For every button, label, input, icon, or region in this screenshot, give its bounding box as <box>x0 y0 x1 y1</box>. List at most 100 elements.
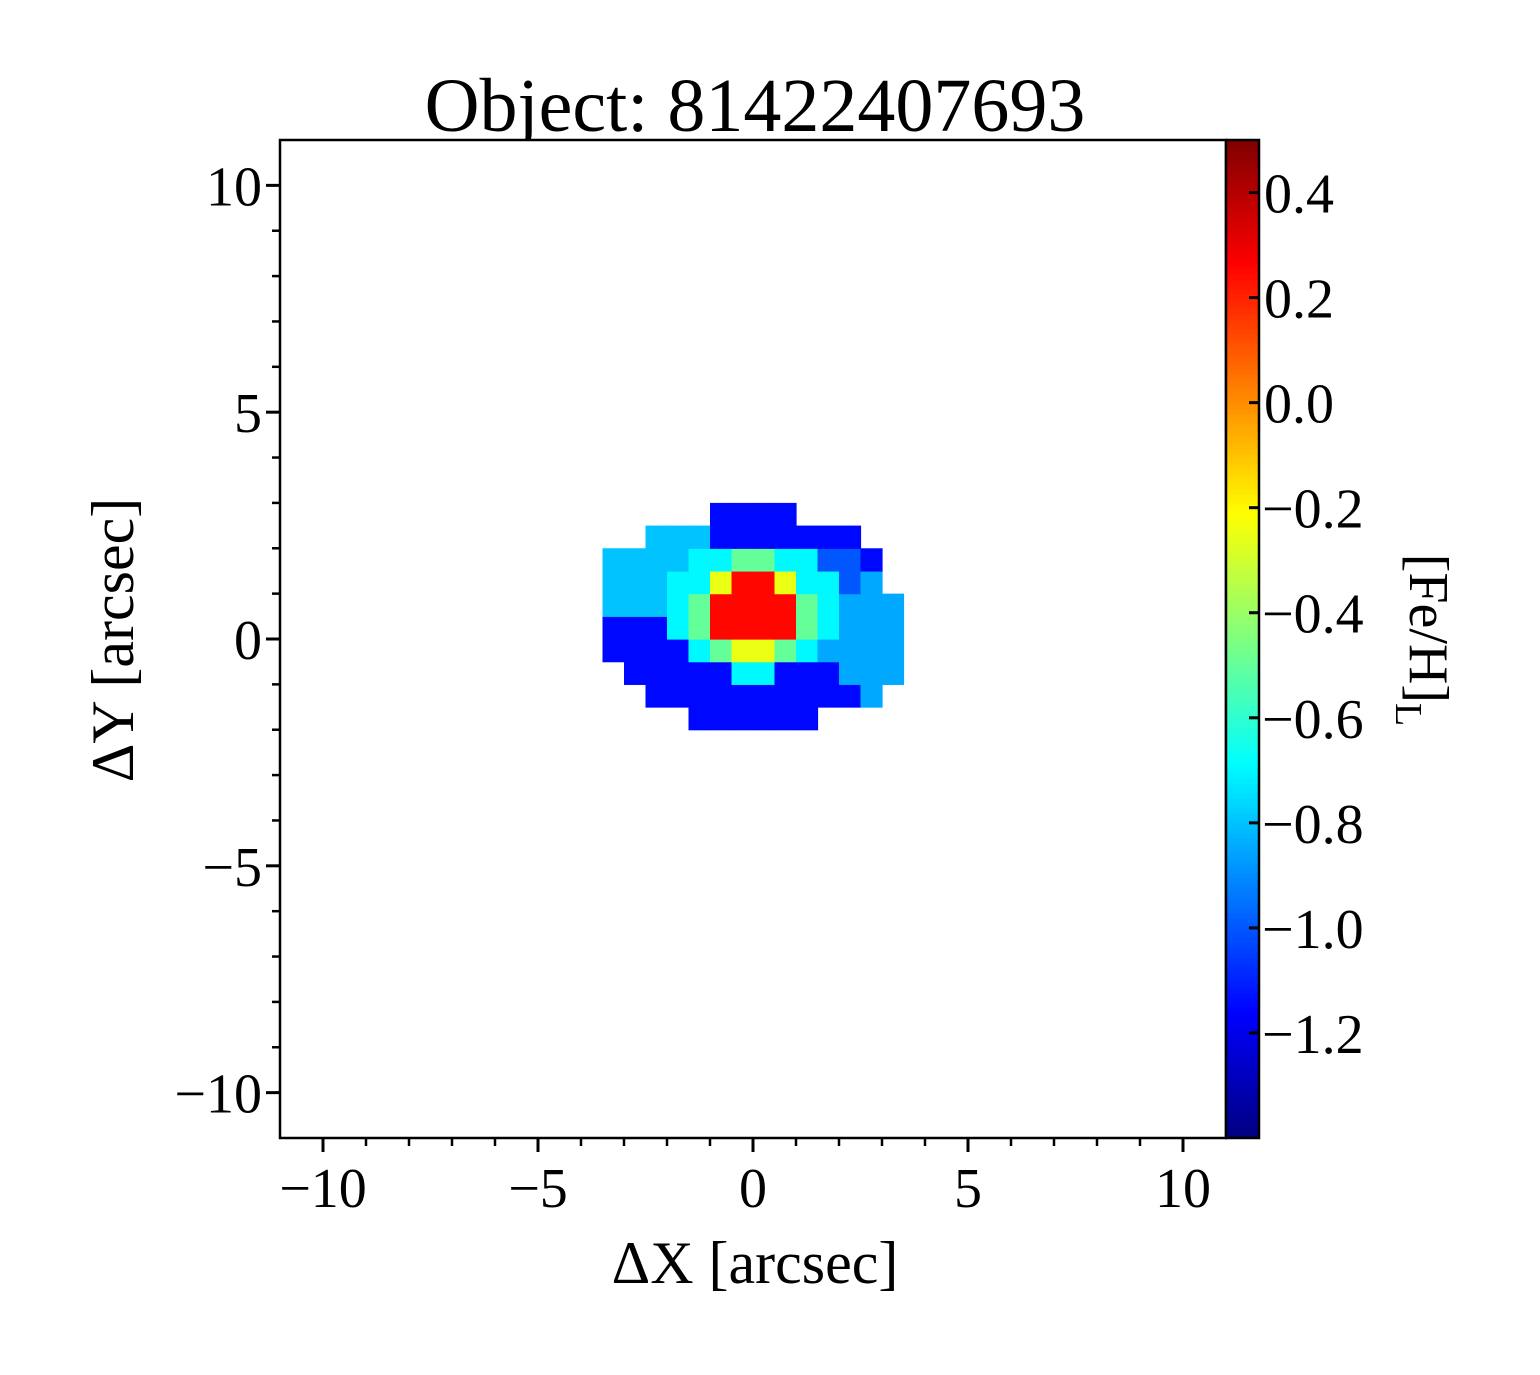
colorbar-segment <box>1226 159 1259 166</box>
y-tick-label: −5 <box>202 837 262 899</box>
map-pixel <box>753 525 776 549</box>
map-pixel <box>688 593 711 617</box>
colorbar-segment <box>1226 384 1259 391</box>
map-pixel <box>753 548 776 572</box>
colorbar-segment <box>1226 569 1259 575</box>
map-pixel <box>731 570 754 595</box>
colorbar-segment <box>1226 1013 1259 1019</box>
colorbar-segment <box>1226 973 1259 979</box>
colorbar-label: [Fe/H]L <box>1387 554 1459 727</box>
map-pixel <box>688 616 711 640</box>
colorbar-segment <box>1226 728 1259 735</box>
map-pixel <box>839 525 862 549</box>
colorbar-segment <box>1226 239 1259 246</box>
colorbar-segment <box>1226 1123 1259 1129</box>
colorbar-segment <box>1226 244 1259 251</box>
colorbar-segment <box>1226 978 1259 984</box>
colorbar-segment <box>1226 798 1259 805</box>
map-pixel <box>667 616 690 640</box>
colorbar-segment <box>1226 1088 1259 1094</box>
colorbar-segment <box>1226 928 1259 935</box>
colorbar-segment <box>1226 424 1259 431</box>
colorbar-segment <box>1226 1033 1259 1039</box>
colorbar-segment <box>1226 269 1259 276</box>
colorbar-segment <box>1226 1118 1259 1124</box>
colorbar-segment <box>1226 429 1259 436</box>
colorbar-segment <box>1226 1038 1259 1044</box>
colorbar-segment <box>1226 144 1259 151</box>
colorbar-segment <box>1226 634 1259 640</box>
map-pixel <box>710 661 733 685</box>
map-pixel <box>796 525 819 549</box>
colorbar-segment <box>1226 1003 1259 1009</box>
colorbar-segment <box>1226 918 1259 925</box>
colorbar-segment <box>1226 658 1259 665</box>
colorbar-segment <box>1226 718 1259 725</box>
colorbar-segment <box>1226 544 1259 550</box>
map-pixel <box>688 684 711 708</box>
map-pixel <box>602 593 625 617</box>
x-tick-label: 0 <box>739 1158 767 1220</box>
colorbar-segment <box>1226 374 1259 381</box>
colorbar-segment <box>1226 713 1259 720</box>
colorbar-segment <box>1226 888 1259 895</box>
map-pixel <box>753 684 776 708</box>
x-tick-label: −10 <box>279 1158 367 1220</box>
colorbar-segment <box>1226 140 1259 146</box>
map-pixel <box>774 525 797 549</box>
colorbar-segment <box>1226 554 1259 560</box>
map-pixel <box>860 570 883 595</box>
colorbar-segment <box>1226 968 1259 974</box>
colorbar-segment <box>1226 688 1259 695</box>
colorbar-segment <box>1226 913 1259 920</box>
colorbar-segment <box>1226 903 1259 910</box>
map-pixel <box>796 593 819 617</box>
colorbar-segment <box>1226 698 1259 705</box>
map-pixel <box>645 593 668 617</box>
map-pixel <box>817 661 840 685</box>
colorbar-segment <box>1226 149 1259 156</box>
colorbar-segment <box>1226 349 1259 356</box>
colorbar-segment <box>1226 279 1259 286</box>
colorbar-segment <box>1226 678 1259 685</box>
x-tick-label: 5 <box>954 1158 982 1220</box>
x-axis: −10 −5 0 5 10 <box>279 1138 1211 1220</box>
x-tick-label: 10 <box>1155 1158 1211 1220</box>
colorbar-segment <box>1226 579 1259 585</box>
colorbar-segment <box>1226 314 1259 321</box>
map-pixel <box>753 570 776 595</box>
colorbar-segment <box>1226 938 1259 944</box>
colorbar-segment <box>1226 993 1259 999</box>
map-pixel <box>688 707 711 731</box>
map-pixel <box>645 661 668 685</box>
y-axis: −10 −5 0 5 10 <box>174 156 280 1126</box>
map-pixel <box>860 548 883 572</box>
colorbar-segment <box>1226 868 1259 875</box>
colorbar-segment <box>1226 189 1259 196</box>
map-pixel <box>839 661 862 685</box>
colorbar-segment <box>1226 738 1259 745</box>
colorbar-segment <box>1226 624 1259 630</box>
map-pixel <box>645 570 668 595</box>
map-pixel <box>796 616 819 640</box>
colorbar-segment <box>1226 209 1259 216</box>
colorbar-segment <box>1226 863 1259 870</box>
colorbar-segment <box>1226 499 1259 505</box>
map-pixel <box>753 661 776 685</box>
colorbar-segment <box>1226 808 1259 815</box>
y-tick-label: 0 <box>234 610 262 672</box>
map-pixel <box>774 570 797 595</box>
colorbar-segment <box>1226 289 1259 296</box>
colorbar-segment <box>1226 214 1259 221</box>
colorbar-segment <box>1226 319 1259 326</box>
map-pixel <box>839 593 862 617</box>
colorbar-segment <box>1226 334 1259 341</box>
colorbar-segment <box>1226 454 1259 460</box>
y-tick-label: 5 <box>234 383 262 445</box>
colorbar-tick-label: −0.8 <box>1262 794 1364 856</box>
colorbar-segment <box>1226 783 1259 790</box>
map-pixel <box>710 570 733 595</box>
colorbar-segment <box>1226 299 1259 306</box>
colorbar-segment <box>1226 584 1259 590</box>
colorbar-segment <box>1226 768 1259 775</box>
